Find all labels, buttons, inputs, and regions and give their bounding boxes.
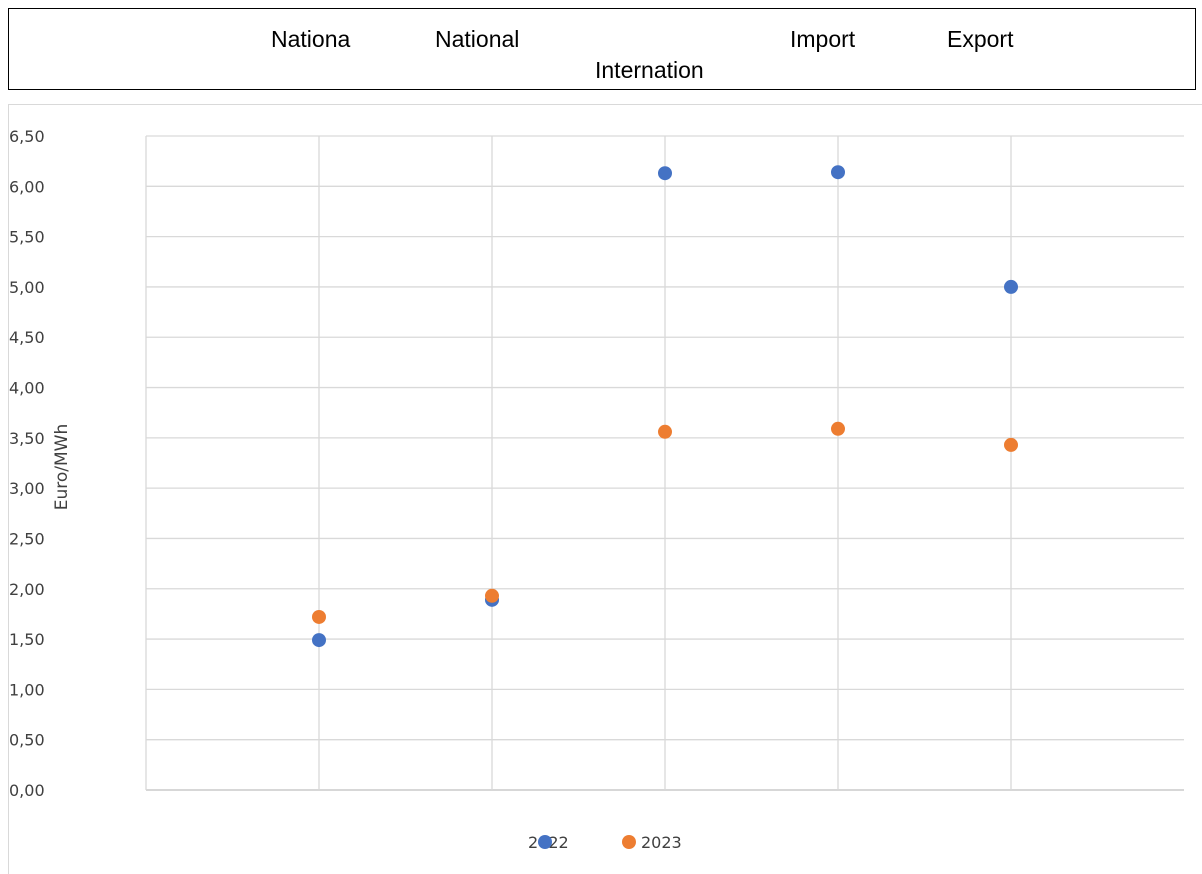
header-label-import: Import <box>790 26 856 52</box>
header-label-internation: Internation <box>595 57 704 83</box>
legend: 20222023 <box>528 833 682 852</box>
y-tick-label: 6,00 <box>9 177 45 196</box>
data-points <box>312 165 1018 648</box>
point-2022-1 <box>312 633 326 648</box>
chart-frame <box>8 104 1202 874</box>
point-2022-4 <box>831 165 845 180</box>
header-label-export: Export <box>947 26 1014 52</box>
point-2022-3 <box>658 166 672 181</box>
y-tick-label: 5,50 <box>9 228 45 247</box>
header-label-national: National <box>435 26 520 52</box>
y-tick-label: 1,00 <box>9 680 45 699</box>
grid-lines <box>145 135 1184 791</box>
y-tick-label: 2,50 <box>9 529 45 548</box>
header-label-nationa: Nationa <box>271 26 351 52</box>
legend-marker-2022 <box>538 835 552 849</box>
y-tick-label: 0,00 <box>9 781 45 800</box>
y-tick-label: 6,50 <box>9 127 45 146</box>
point-2023-1 <box>312 609 326 624</box>
y-tick-labels: 0,00 0,50 1,00 1,50 2,00 2,50 3,00 3,50 4,00 4,50… <box>9 127 45 800</box>
y-tick-label: 4,00 <box>9 379 45 398</box>
y-tick-label: 2,00 <box>9 580 45 599</box>
point-2023-5 <box>1004 437 1018 452</box>
y-tick-label: 5,00 <box>9 278 45 297</box>
point-2023-3 <box>658 424 672 439</box>
point-2023-2 <box>485 588 499 603</box>
y-axis-title: Euro/MWh <box>52 424 72 511</box>
y-tick-label: 3,50 <box>9 429 45 448</box>
legend-marker-2023 <box>622 835 636 849</box>
y-tick-label: 4,50 <box>9 328 45 347</box>
point-2022-5 <box>1004 279 1018 294</box>
y-tick-label: 0,50 <box>9 731 45 750</box>
category-header-box: Nationa National Internation Import Expo… <box>8 8 1196 90</box>
y-tick-label: 1,50 <box>9 630 45 649</box>
point-2023-4 <box>831 421 845 436</box>
y-tick-label: 3,00 <box>9 479 45 498</box>
legend-label-2023: 2023 <box>641 833 682 852</box>
